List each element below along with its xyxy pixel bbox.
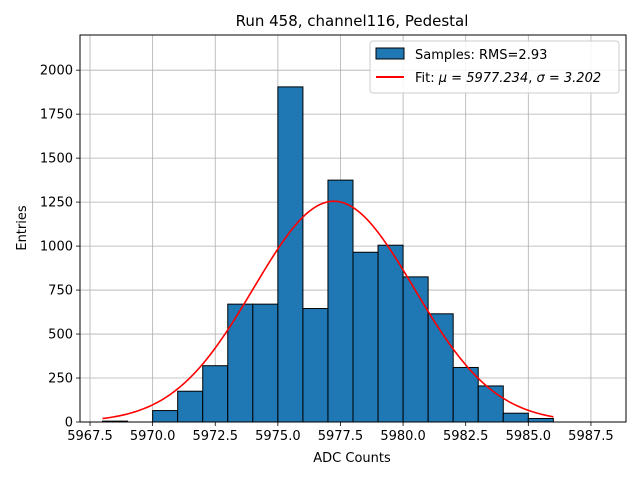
histogram-bar [477,385,504,423]
fit-curve-group [102,200,554,420]
histogram-bar [202,365,229,423]
legend-fit-prefix: Fit: [415,71,439,86]
y-tick-label: 750 [48,284,73,299]
histogram-bar [152,410,179,423]
x-axis-label: ADC Counts [313,451,391,466]
legend: Samples: RMS=2.93 Fit: μ = 5977.234, σ =… [369,40,620,94]
legend-fit-mu: μ = 5977.234 [438,71,528,86]
histogram-bar [502,412,529,423]
histogram-bar [227,303,254,423]
y-tick-label: 1250 [40,196,73,211]
legend-box [369,40,620,94]
legend-swatch-samples [375,47,405,60]
x-tick-label: 5972.5 [192,429,238,444]
histogram-bars [102,86,554,423]
fit-curve [102,200,554,420]
x-tick-label: 5967.5 [67,429,113,444]
plot-frame [79,34,627,423]
legend-fit-sigma: σ = 3.202 [537,71,602,86]
y-axis-label: Entries [15,205,30,251]
x-tick-label: 5982.5 [443,429,489,444]
histogram-bar [452,366,479,423]
x-tick-label: 5975.0 [255,429,301,444]
legend-label-samples: Samples: RMS=2.93 [415,48,547,63]
histogram-bar [327,179,354,423]
histogram-bar [377,244,404,423]
x-tick-label: 5977.5 [318,429,364,444]
legend-label-fit: Fit: μ = 5977.234, σ = 3.202 [415,71,601,86]
histogram-bar [177,390,204,423]
y-axis-ticks: 0 250 500 750 1000 1250 1500 1750 2000 [40,64,80,431]
x-tick-label: 5985.0 [506,429,552,444]
legend-fit-sep: , [528,71,536,86]
histogram-bar [302,308,329,423]
histogram-bar [352,251,379,423]
y-tick-label: 1000 [40,240,73,255]
y-tick-label: 0 [65,416,73,431]
x-tick-label: 5987.5 [568,429,614,444]
y-tick-label: 1500 [40,152,73,167]
x-axis-ticks: 5967.5 5970.0 5972.5 5975.0 5977.5 5980.0 5982… [67,422,614,444]
histogram-bar [277,86,304,423]
histogram-bar [252,303,279,423]
chart-title: Run 458, channel116, Pedestal [236,12,469,30]
histogram-bar [527,417,554,423]
x-tick-label: 5970.0 [130,429,176,444]
histogram-bar [402,276,429,423]
x-tick-label: 5980.0 [380,429,426,444]
y-tick-label: 2000 [40,64,73,79]
y-tick-label: 1750 [40,108,73,123]
y-tick-label: 500 [48,328,73,343]
y-tick-label: 250 [48,372,73,387]
